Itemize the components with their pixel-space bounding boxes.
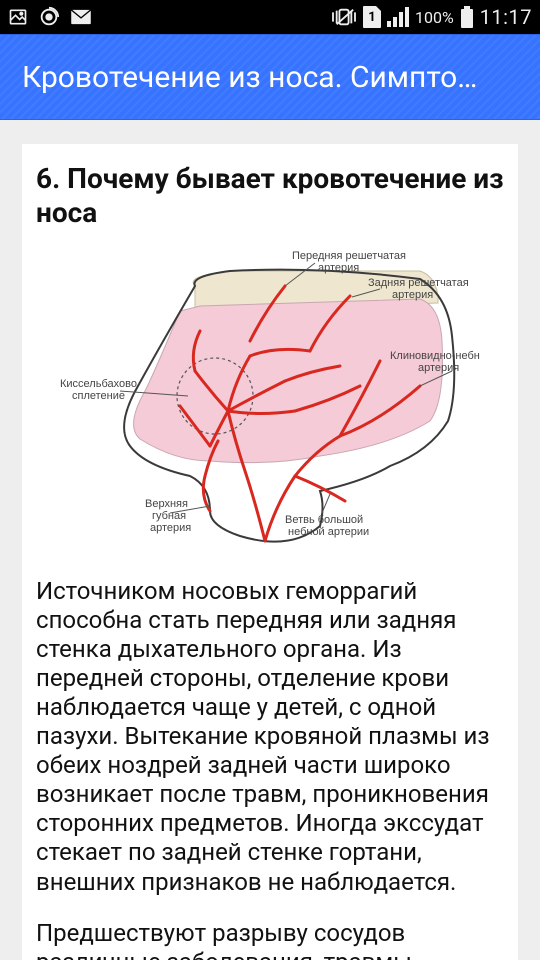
article-card: 6. Почему бывает кровотечение из носа [22, 144, 518, 960]
clock: 11:17 [480, 5, 532, 29]
label-anterior-ethmoidal-1: Передняя решетчатая [292, 251, 406, 262]
label-kisselbach-1: Киссельбахово [60, 378, 137, 390]
label-upper-labial-1: Верхняя [145, 498, 188, 510]
label-anterior-ethmoidal-2: артерия [318, 262, 359, 274]
status-left [8, 6, 92, 28]
vibrate-icon [331, 6, 357, 28]
battery-icon [460, 6, 474, 28]
action-bar: Кровотечение из носа. Симпто… [0, 34, 540, 120]
mail-icon [70, 9, 92, 25]
signal-icon [387, 7, 409, 27]
label-greater-palatine-1: Ветвь большой [285, 514, 363, 526]
label-sphenopalatine-2: артерия [418, 362, 459, 374]
status-right: 1 100% 11:17 [331, 5, 532, 29]
article-paragraph-1: Источником носовых геморрагий способна с… [36, 577, 504, 896]
label-posterior-ethmoidal-1: Задняя решетчатая [368, 277, 469, 289]
page-title: Кровотечение из носа. Симпто… [22, 60, 518, 95]
label-greater-palatine-2: небной артерии [288, 526, 369, 538]
label-upper-labial-3: артерия [150, 522, 191, 534]
status-bar: 1 100% 11:17 [0, 0, 540, 34]
article-heading: 6. Почему бывает кровотечение из носа [36, 162, 504, 229]
sim-indicator: 1 [363, 6, 381, 28]
label-upper-labial-2: губная [152, 510, 186, 522]
label-posterior-ethmoidal-2: артерия [392, 289, 433, 301]
battery-percentage: 100% [415, 8, 454, 27]
label-sphenopalatine-1: Клиновидно-небная [390, 350, 480, 362]
anatomy-illustration: Передняя решетчатая артерия Задняя решет… [36, 251, 504, 551]
target-icon [38, 6, 60, 28]
image-icon [8, 7, 28, 27]
article-paragraph-2: Предшествуют разрыву сосудов различные з… [36, 919, 504, 960]
label-kisselbach-2: сплетение [72, 390, 125, 402]
page-content: 6. Почему бывает кровотечение из носа [0, 120, 540, 960]
